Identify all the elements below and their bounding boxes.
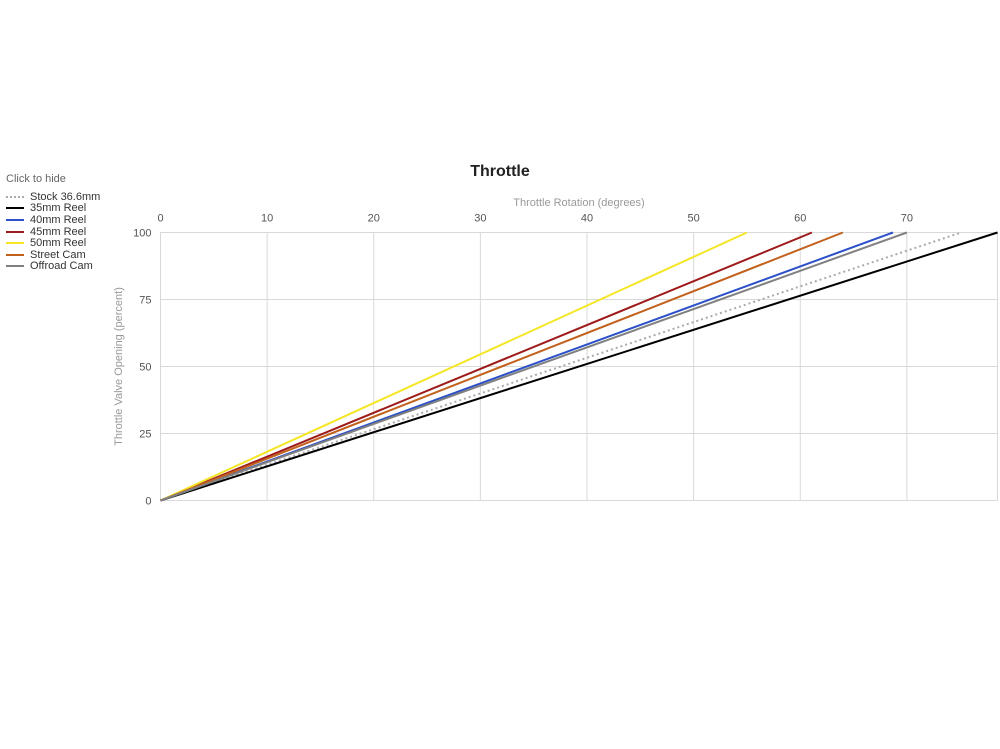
x-tick-label: 50 [687, 213, 699, 225]
legend-swatch-offroad-icon [6, 265, 24, 268]
x-axis-title: Throttle Rotation (degrees) [513, 197, 644, 209]
x-tick-label: 40 [581, 213, 593, 225]
plot-border [160, 232, 998, 501]
legend-swatch-50mm-icon [6, 242, 24, 245]
x-tick-label: 0 [157, 213, 163, 225]
legend-swatch-street-icon [6, 253, 24, 256]
legend-item-35mm-reel[interactable]: 35mm Reel [6, 202, 136, 215]
series-line-offroad-cam [160, 231, 908, 502]
legend-swatch-35mm-icon [6, 207, 24, 210]
y-tick-label: 50 [139, 362, 151, 374]
x-tick-label: 30 [474, 213, 486, 225]
series-line-stock-36-6mm [160, 231, 962, 502]
series-line-street-cam [160, 231, 844, 502]
legend-item-label: Street Cam [30, 248, 86, 261]
legend-swatch-stock-icon [6, 195, 24, 198]
y-tick-label: 75 [139, 295, 151, 307]
legend-item-label: 40mm Reel [30, 213, 87, 226]
x-tick-label: 70 [901, 213, 913, 225]
y-axis-title: Throttle Valve Opening (percent) [113, 287, 125, 446]
y-tick-label: 100 [133, 228, 151, 240]
legend-item-label: Stock 36.6mm [30, 190, 101, 203]
legend-swatch-45mm-icon [6, 230, 24, 233]
x-tick-label: 10 [261, 213, 273, 225]
series-line-45mm-reel [160, 231, 813, 502]
legend-swatch-40mm-icon [6, 218, 24, 221]
legend-item-50mm-reel[interactable]: 50mm Reel [6, 237, 136, 249]
series-line-35mm-reel [160, 231, 998, 502]
y-tick-label: 25 [139, 429, 151, 441]
legend-item-label: 45mm Reel [30, 225, 87, 238]
legend-item-label: 50mm Reel [30, 237, 87, 250]
legend-item-label: 35mm Reel [30, 202, 87, 215]
legend-item-label: Offroad Cam [30, 260, 93, 273]
legend-item-street-cam[interactable]: Street Cam [6, 249, 136, 261]
y-tick-label: 0 [145, 496, 151, 508]
legend-item-40mm-reel[interactable]: 40mm Reel [6, 214, 136, 226]
legend-item-stock[interactable]: Stock 36.6mm [6, 191, 136, 203]
chart-title: Throttle [470, 163, 530, 180]
chart-legend: Click to hide Stock 36.6mm 35mm Reel 40m… [6, 173, 136, 272]
x-tick-label: 60 [794, 213, 806, 225]
legend-item-offroad-cam[interactable]: Offroad Cam [6, 260, 136, 273]
legend-item-45mm-reel[interactable]: 45mm Reel [6, 226, 136, 238]
x-tick-label: 20 [368, 213, 380, 225]
series-line-50mm-reel [160, 231, 748, 502]
legend-hint-text: Click to hide [6, 173, 66, 185]
